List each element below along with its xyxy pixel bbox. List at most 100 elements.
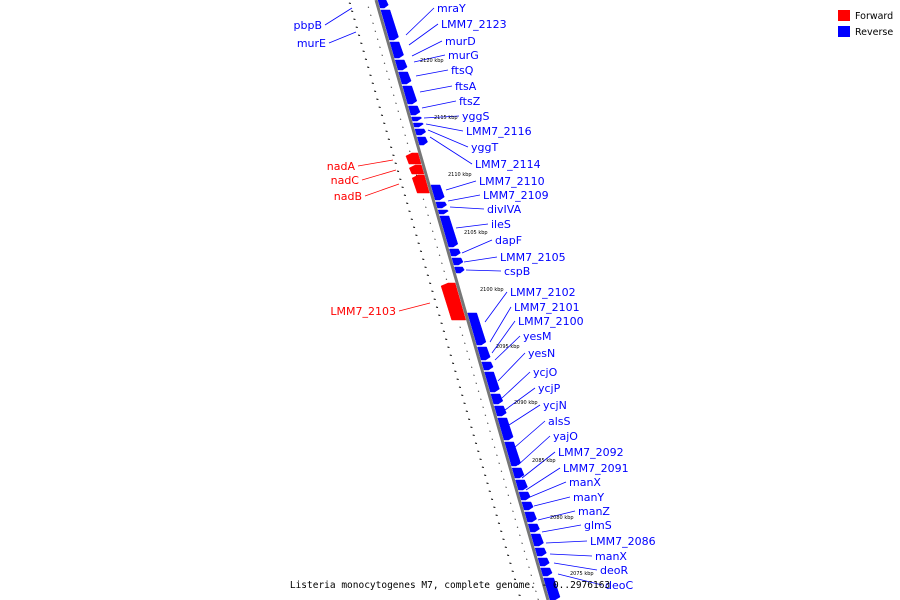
gene-label: yggT [471,141,498,154]
scale-tick [355,26,358,28]
scale-tick [353,18,356,20]
gene-label: yesM [523,330,552,343]
scale-tick [435,306,439,308]
gene-block [521,501,534,511]
scale-tick [431,290,434,292]
scale-tick [410,218,413,220]
gene-block [411,116,423,122]
scale-tick [442,330,446,332]
scale-tick [511,570,514,572]
gene-block [408,105,421,116]
gene-label: divIVA [487,203,522,216]
gene-block [530,533,544,547]
leader-line [421,100,457,109]
leader-line [497,352,526,382]
scale-label: 2105 kbp [464,230,488,236]
gene-label: murD [445,35,476,48]
leader-line [489,306,512,343]
tick-marks [348,2,539,600]
scale-tick [360,42,363,44]
gene-label: cspB [504,265,530,278]
scale-tick [497,522,501,524]
leader-line [447,194,481,202]
gene-label: LMM7_2091 [563,462,629,475]
leader-line [491,320,516,354]
gene-block [377,0,389,9]
gene-block [511,467,525,479]
gene-block [484,371,500,393]
leader-line [427,129,469,148]
gene-label: yajO [553,430,578,443]
gene-label: LMM7_2100 [518,315,584,328]
gene-block [451,257,464,266]
leader-line [494,335,521,361]
scale-label: 2100 kbp [480,287,504,293]
legend-label-reverse: Reverse [855,27,893,38]
leader-line [411,40,443,57]
gene-label: LMM7_2105 [500,251,566,264]
scale-tick [470,426,473,428]
gene-block [439,215,459,248]
scale-tick [458,386,462,388]
scale-tick [422,258,425,260]
gene-block [398,71,412,85]
leader-line [408,23,439,46]
gene-block [534,547,547,557]
gene-block [389,41,404,59]
scale-tick [373,90,377,92]
scale-tick [518,594,521,596]
leader-line [521,451,556,479]
scale-tick [383,122,386,124]
scale-tick [488,490,491,492]
gene-label: ftsQ [451,64,474,77]
gene-label: ftsA [455,80,477,93]
gene-label: LMM7_2110 [479,175,545,188]
scale-label: 2090 kbp [514,400,538,406]
scale-tick [506,554,510,556]
scale-tick [438,314,441,316]
scale-tick [380,114,384,116]
scale-tick [348,2,351,4]
gene-label: yggS [462,110,489,123]
leader-line [501,371,531,399]
leader-line [357,159,394,167]
gene-label: manY [573,491,604,504]
scale-tick [481,466,484,468]
leader-line [328,31,357,44]
gene-label: murE [297,37,326,50]
scale-tick [351,10,354,12]
gene-label: yesN [528,347,555,360]
gene-block [467,312,487,346]
scale-tick [406,202,409,204]
scale-tick [513,578,517,580]
scale-tick [394,162,397,164]
scale-label: 2115 kbp [434,115,458,121]
scale-label: 2080 kbp [550,515,574,521]
leader-line [504,387,536,411]
gene-block [524,511,537,523]
leader-line [465,269,502,272]
scale-tick [440,322,443,324]
gene-block [494,405,507,417]
scale-tick [403,194,407,196]
gene-block [477,346,491,361]
gene-label: glmS [584,519,612,532]
scale-tick [419,250,423,252]
gene-label: manZ [578,505,610,518]
scale-tick [387,138,390,140]
gene-block [411,174,430,194]
gene-label: ycjO [533,366,558,379]
scale-tick [392,154,395,156]
legend-swatch-forward [838,10,850,21]
map-caption: Listeria monocytogenes M7, complete geno… [290,580,610,591]
scale-tick [454,370,457,372]
gene-label: LMM7_2109 [483,189,549,202]
gene-label: alsS [548,415,571,428]
scale-tick [461,394,464,396]
gene-label: manX [595,550,627,563]
scale-labels: 2120 kbp 2115 kbp 2110 kbp 2105 kbp 2100 kbp… [420,58,594,577]
label-leaders [324,7,603,586]
gene-block [435,201,447,209]
